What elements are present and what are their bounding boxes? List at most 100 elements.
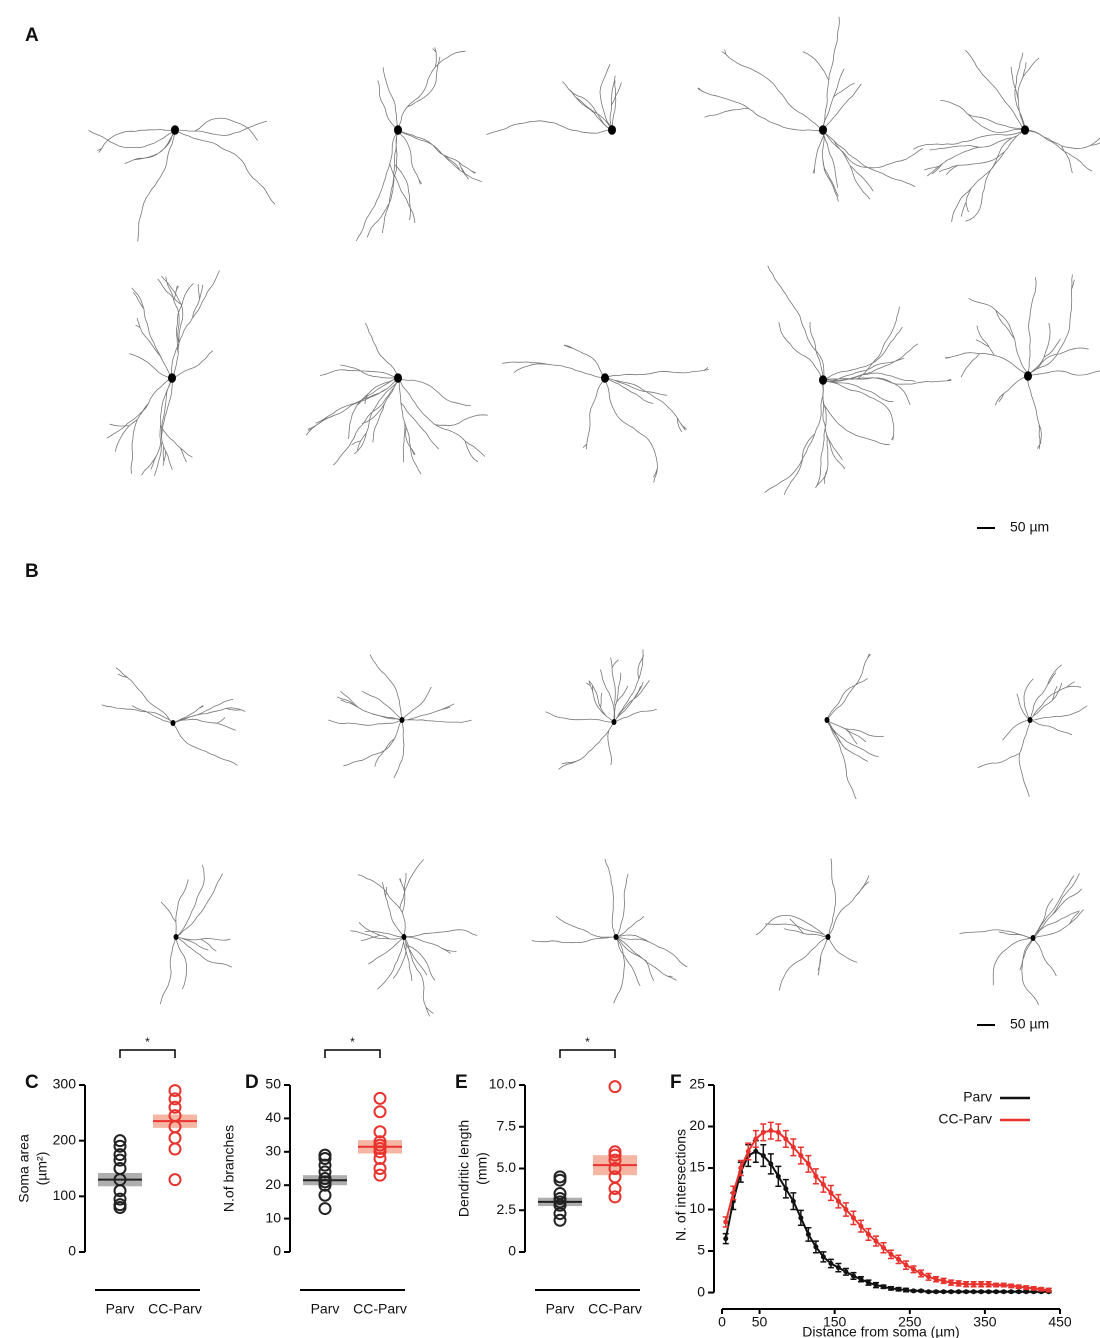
neuron-tracing <box>913 49 1100 223</box>
y-tick-label: 20 <box>689 1117 705 1133</box>
y-tick-label: 5.0 <box>497 1159 517 1175</box>
data-point <box>168 1142 182 1156</box>
panel-label: F <box>670 1072 682 1093</box>
data-point <box>553 1213 567 1227</box>
significance-bracket <box>559 1049 616 1058</box>
neuron-tracing <box>328 654 472 779</box>
x-tick-label: 350 <box>973 1314 997 1330</box>
y-tick-label: 0 <box>508 1243 516 1259</box>
x-tick-label: CC-Parv <box>353 1301 407 1317</box>
y-tick-label: 10 <box>265 1209 281 1225</box>
neuron-tracing <box>350 859 478 1017</box>
significance-label: * <box>585 1035 590 1049</box>
data-point <box>318 1202 332 1216</box>
neuron-tracing <box>764 265 952 496</box>
data-point <box>553 1198 567 1212</box>
neuron-tracing <box>531 858 688 1004</box>
data-point <box>113 1153 127 1167</box>
neuron-tracing <box>826 653 884 800</box>
data-point <box>373 1105 387 1119</box>
data-point <box>113 1192 127 1206</box>
series-line <box>724 1129 1049 1292</box>
x-tick-label: 150 <box>823 1314 847 1330</box>
soma <box>394 125 402 135</box>
data-point <box>318 1151 332 1165</box>
y-axis-label: N.of branches <box>221 1125 237 1212</box>
y-axis-label: Soma area <box>16 1134 32 1203</box>
soma <box>1030 935 1036 941</box>
data-point <box>608 1153 622 1167</box>
data-point <box>373 1145 387 1159</box>
soma <box>168 373 176 383</box>
data-point <box>318 1158 332 1172</box>
data-point <box>113 1184 127 1198</box>
neuron-tracing <box>545 649 657 770</box>
panel-label: D <box>245 1072 259 1093</box>
data-point <box>113 1148 127 1162</box>
y-tick-label: 40 <box>265 1109 281 1125</box>
data-point <box>113 1200 127 1214</box>
y-tick-label: 0 <box>68 1243 76 1259</box>
scale-bar-label: 50 µm <box>1010 1016 1049 1032</box>
neuron-tracing <box>159 864 233 1005</box>
data-point <box>608 1162 622 1175</box>
y-axis-label: (µm²) <box>34 1152 50 1186</box>
panel-label: C <box>25 1072 39 1093</box>
data-point <box>553 1173 567 1187</box>
y-tick-label: 10.0 <box>489 1076 516 1092</box>
y-tick-label: 50 <box>265 1076 281 1092</box>
data-point <box>608 1148 622 1162</box>
y-tick-label: 15 <box>689 1159 705 1175</box>
soma <box>611 719 617 725</box>
x-tick-label: 250 <box>898 1314 922 1330</box>
data-point <box>373 1162 387 1175</box>
soma <box>608 125 616 135</box>
panel-label: A <box>25 25 39 46</box>
x-tick-label: Parv <box>546 1301 575 1317</box>
neuron-tracing <box>305 322 488 475</box>
x-tick-label: 450 <box>1048 1314 1072 1330</box>
data-point <box>318 1188 332 1202</box>
soma <box>819 125 827 135</box>
y-tick-label: 30 <box>265 1143 281 1159</box>
data-point <box>608 1080 622 1094</box>
soma <box>613 934 619 940</box>
neuron-tracing <box>101 667 246 766</box>
x-tick-label: CC-Parv <box>588 1301 642 1317</box>
neuron-tracing <box>697 16 923 202</box>
neuron-tracing <box>755 858 870 991</box>
significance-label: * <box>350 1035 355 1049</box>
neuron-tracing <box>486 64 622 135</box>
soma <box>173 934 179 940</box>
data-point <box>168 1131 182 1145</box>
y-tick-label: 0 <box>697 1283 705 1299</box>
data-point <box>168 1092 182 1106</box>
x-tick-label: 0 <box>718 1314 726 1330</box>
y-tick-label: 300 <box>53 1076 77 1092</box>
soma <box>825 934 831 940</box>
x-tick-label: CC-Parv <box>148 1301 202 1317</box>
soma <box>824 717 830 723</box>
x-tick-label: Parv <box>311 1301 340 1317</box>
soma <box>401 934 407 940</box>
data-point <box>113 1139 127 1153</box>
soma <box>399 717 405 723</box>
significance-label: * <box>145 1035 150 1049</box>
data-point <box>168 1173 182 1187</box>
significance-bracket <box>324 1049 381 1058</box>
data-point <box>373 1091 387 1105</box>
y-axis-label: N. of intersections <box>673 1129 689 1241</box>
soma <box>819 375 827 385</box>
data-point <box>168 1084 182 1098</box>
data-point <box>373 1168 387 1182</box>
soma <box>601 373 609 383</box>
soma <box>1027 717 1033 723</box>
data-point <box>608 1182 622 1196</box>
soma <box>170 720 176 726</box>
neuron-tracing <box>502 344 709 483</box>
soma <box>394 373 402 383</box>
x-tick-label: 50 <box>752 1314 768 1330</box>
y-axis-label: Dendritic length <box>456 1120 472 1217</box>
scale-bar-label: 50 µm <box>1010 519 1049 535</box>
soma <box>1024 371 1032 381</box>
